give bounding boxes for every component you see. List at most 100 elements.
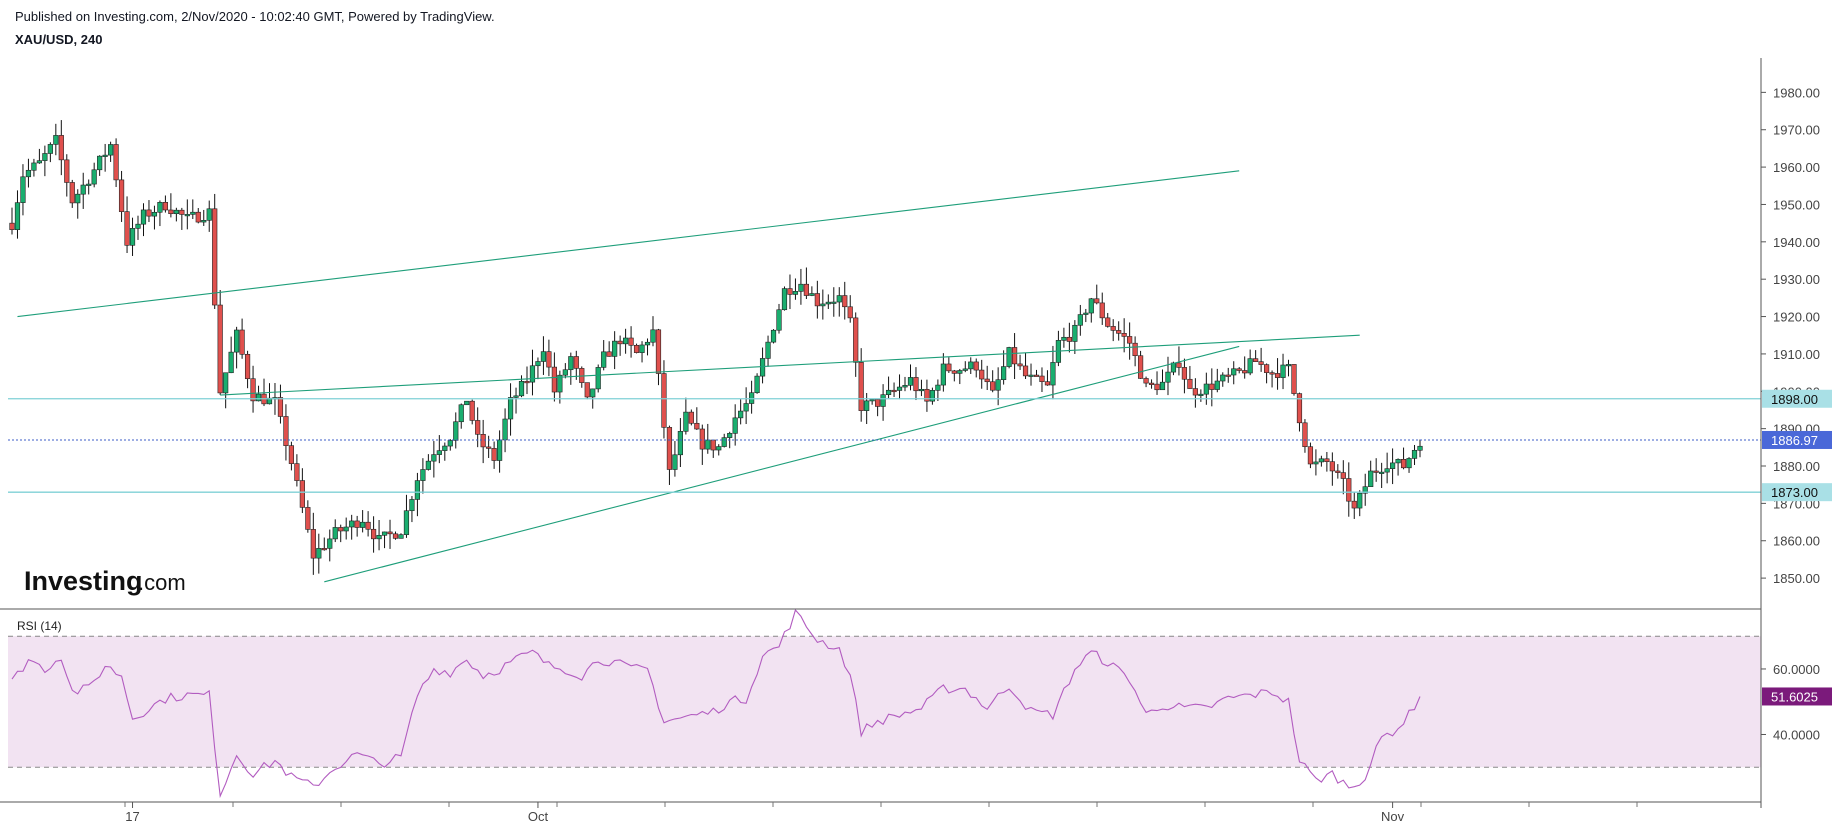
bullish-candle[interactable] [1395, 459, 1401, 464]
bullish-candle[interactable] [80, 184, 86, 195]
bullish-candle[interactable] [743, 403, 749, 412]
bullish-candle[interactable] [25, 169, 32, 178]
bullish-candle[interactable] [1220, 374, 1226, 382]
bullish-candle[interactable] [864, 400, 870, 411]
bearish-candle[interactable] [853, 317, 859, 363]
bullish-candle[interactable] [601, 351, 607, 368]
bullish-candle[interactable] [798, 283, 804, 292]
bullish-candle[interactable] [173, 209, 179, 215]
bullish-candle[interactable] [1028, 374, 1034, 377]
price-pane[interactable] [8, 120, 1761, 583]
bearish-candle[interactable] [1258, 361, 1264, 365]
bullish-candle[interactable] [677, 431, 683, 456]
bearish-candle[interactable] [1263, 364, 1270, 373]
bullish-candle[interactable] [716, 446, 722, 451]
bullish-candle[interactable] [1231, 368, 1237, 376]
bullish-candle[interactable] [1280, 364, 1286, 378]
bearish-candle[interactable] [1017, 363, 1023, 367]
bullish-candle[interactable] [157, 202, 163, 213]
bullish-candle[interactable] [1313, 461, 1319, 465]
bearish-candle[interactable] [584, 382, 590, 398]
bearish-candle[interactable] [1335, 470, 1341, 473]
bullish-candle[interactable] [809, 293, 815, 296]
bearish-candle[interactable] [354, 520, 360, 528]
bearish-candle[interactable] [803, 283, 809, 296]
bearish-candle[interactable] [294, 463, 300, 481]
bullish-candle[interactable] [535, 361, 541, 367]
bullish-candle[interactable] [885, 389, 892, 395]
bullish-candle[interactable] [770, 329, 777, 343]
bearish-candle[interactable] [573, 356, 579, 369]
bearish-candle[interactable] [239, 329, 245, 355]
bullish-candle[interactable] [14, 202, 21, 230]
bearish-candle[interactable] [1116, 330, 1122, 334]
bearish-candle[interactable] [655, 329, 662, 374]
bearish-candle[interactable] [277, 397, 284, 417]
bullish-candle[interactable] [962, 368, 968, 371]
bearish-candle[interactable] [250, 378, 256, 402]
bullish-candle[interactable] [918, 388, 925, 392]
bearish-candle[interactable] [217, 304, 223, 394]
bullish-candle[interactable] [1384, 468, 1390, 473]
bullish-candle[interactable] [431, 454, 437, 462]
bearish-candle[interactable] [1373, 470, 1379, 473]
bearish-candle[interactable] [1039, 375, 1045, 382]
bearish-candle[interactable] [984, 378, 990, 383]
bullish-candle[interactable] [135, 223, 141, 229]
bullish-candle[interactable] [458, 404, 464, 423]
bearish-candle[interactable] [1132, 342, 1138, 357]
bullish-candle[interactable] [316, 548, 322, 559]
bullish-candle[interactable] [1203, 383, 1209, 395]
rsi-line[interactable] [11, 608, 1421, 799]
bearish-candle[interactable] [661, 373, 667, 428]
bearish-candle[interactable] [475, 420, 481, 435]
channel-trendline[interactable] [324, 345, 1240, 583]
bullish-candle[interactable] [20, 176, 26, 203]
bullish-candle[interactable] [957, 370, 963, 374]
bearish-candle[interactable] [299, 480, 305, 508]
bullish-candle[interactable] [398, 534, 404, 539]
bearish-candle[interactable] [64, 159, 70, 183]
bullish-candle[interactable] [825, 301, 831, 305]
bearish-candle[interactable] [113, 144, 119, 181]
bullish-candle[interactable] [820, 303, 826, 307]
bearish-candle[interactable] [162, 202, 169, 211]
bearish-candle[interactable] [1253, 358, 1259, 362]
bearish-candle[interactable] [1033, 374, 1040, 377]
bullish-candle[interactable] [349, 520, 355, 528]
bearish-candle[interactable] [1127, 336, 1133, 344]
bullish-candle[interactable] [184, 214, 190, 217]
bearish-candle[interactable] [179, 209, 185, 215]
bearish-candle[interactable] [787, 288, 793, 295]
bullish-candle[interactable] [1006, 347, 1012, 367]
bullish-candle[interactable] [880, 394, 886, 407]
bullish-candle[interactable] [86, 183, 92, 186]
bullish-candle[interactable] [1088, 298, 1094, 314]
bearish-candle[interactable] [606, 351, 612, 357]
bearish-candle[interactable] [924, 388, 930, 402]
bullish-candle[interactable] [464, 400, 470, 406]
bearish-candle[interactable] [480, 434, 486, 448]
bullish-candle[interactable] [75, 193, 81, 204]
bearish-candle[interactable] [1346, 478, 1352, 502]
bearish-candle[interactable] [1181, 367, 1188, 380]
bullish-candle[interactable] [190, 211, 196, 215]
bullish-candle[interactable] [896, 386, 903, 391]
bullish-candle[interactable] [53, 135, 59, 145]
bearish-candle[interactable] [69, 182, 75, 204]
bearish-candle[interactable] [1094, 298, 1100, 304]
bearish-candle[interactable] [1066, 336, 1072, 342]
bullish-candle[interactable] [97, 155, 103, 171]
bearish-candle[interactable] [842, 295, 848, 308]
bearish-candle[interactable] [990, 381, 996, 391]
bearish-candle[interactable] [321, 548, 327, 551]
bullish-candle[interactable] [327, 538, 333, 549]
bullish-candle[interactable] [781, 288, 788, 311]
bullish-candle[interactable] [792, 291, 799, 295]
bearish-candle[interactable] [1296, 393, 1303, 424]
bullish-candle[interactable] [1050, 362, 1056, 386]
bearish-candle[interactable] [1291, 364, 1297, 394]
bearish-candle[interactable] [124, 211, 130, 246]
bearish-candle[interactable] [1242, 370, 1248, 374]
bearish-candle[interactable] [617, 340, 623, 345]
